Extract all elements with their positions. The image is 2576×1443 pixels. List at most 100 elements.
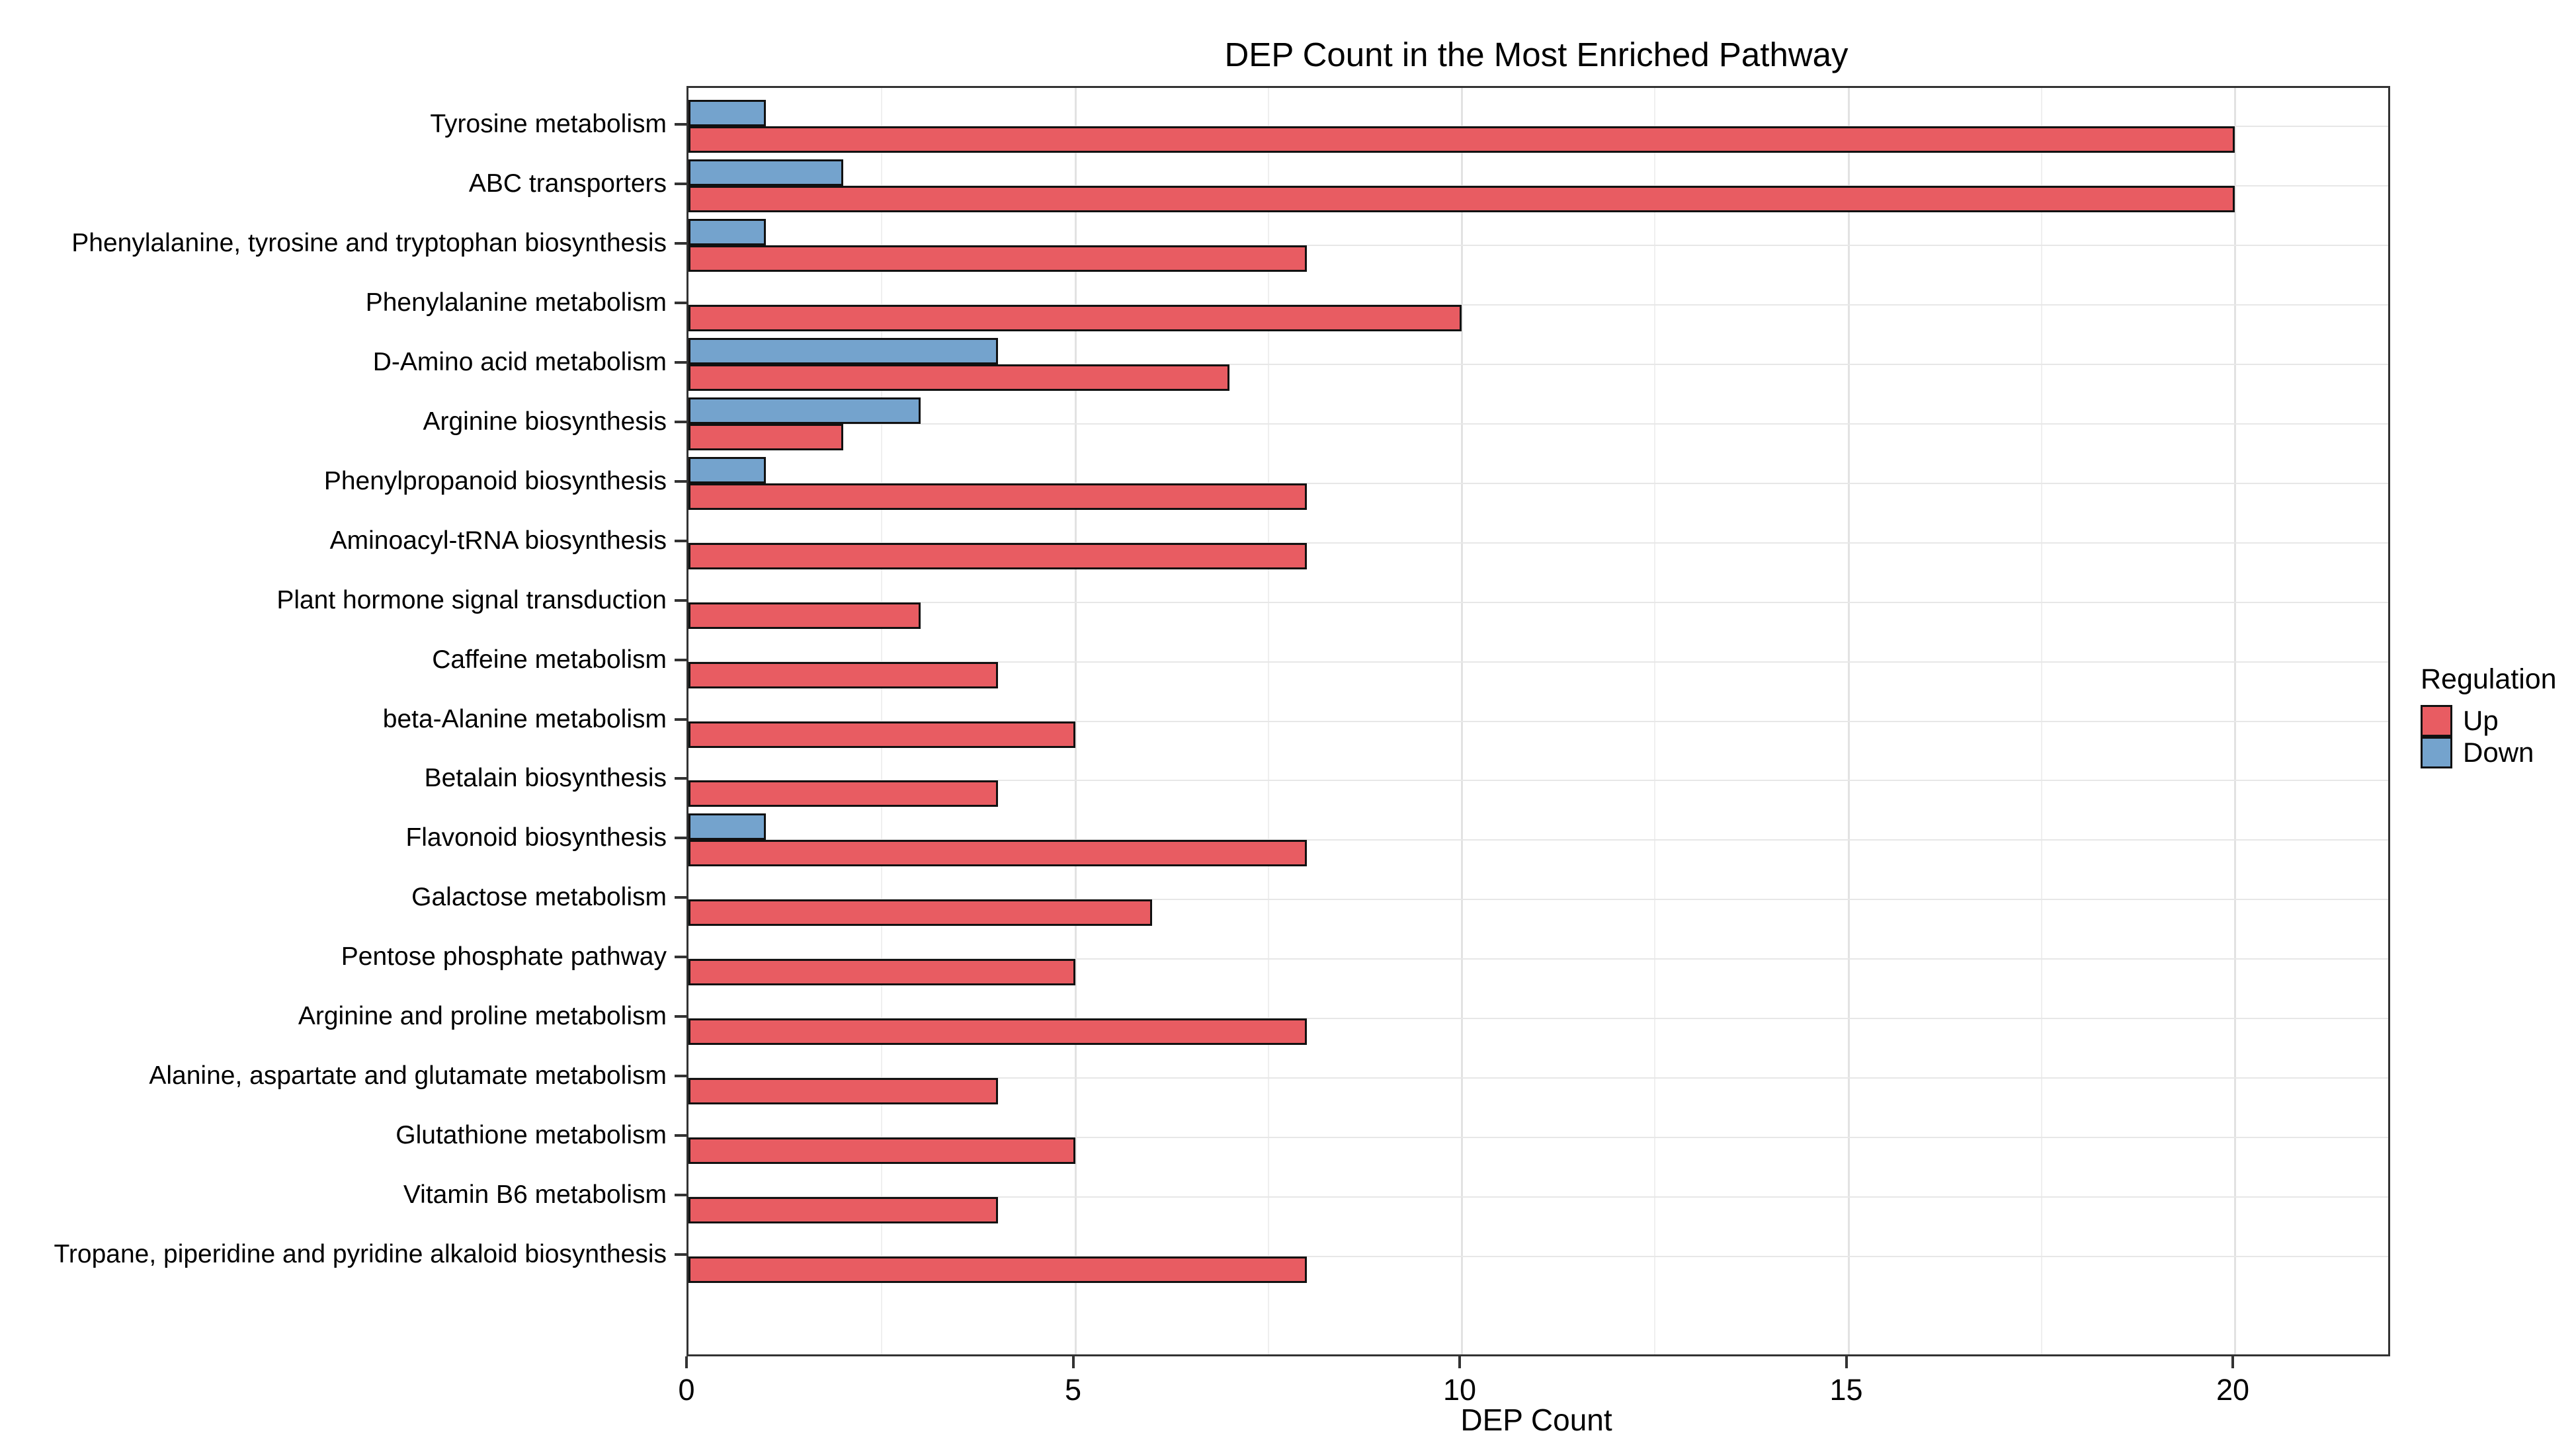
bar-up-19: [688, 1256, 1308, 1283]
y-tick-label-6: Phenylpropanoid biosynthesis: [323, 466, 667, 495]
y-gridline-7: [688, 542, 2388, 544]
bar-up-8: [688, 602, 921, 629]
bar-up-3: [688, 305, 1462, 332]
bar-up-17: [688, 1137, 1075, 1164]
bar-down-0: [688, 100, 766, 127]
x-tick-mark-10: [1458, 1356, 1461, 1368]
bar-up-15: [688, 1018, 1308, 1046]
x-tick-mark-5: [1071, 1356, 1075, 1368]
y-tick-mark-3: [675, 302, 686, 305]
legend-swatch-down: [2421, 737, 2452, 768]
y-gridline-14: [688, 958, 2388, 960]
bar-up-6: [688, 483, 1308, 510]
y-tick-label-11: Betalain biosynthesis: [424, 764, 667, 793]
bar-up-16: [688, 1077, 998, 1104]
y-tick-label-14: Pentose phosphate pathway: [341, 942, 667, 971]
y-gridline-11: [688, 780, 2388, 782]
legend-title: Regulation: [2421, 663, 2557, 695]
bar-up-4: [688, 364, 1230, 392]
legend-item-down: Down: [2421, 737, 2576, 768]
y-tick-label-18: Vitamin B6 metabolism: [403, 1180, 667, 1209]
y-tick-mark-17: [675, 1134, 686, 1137]
y-tick-label-15: Arginine and proline metabolism: [298, 1002, 667, 1031]
y-tick-label-8: Plant hormone signal transduction: [276, 585, 667, 614]
y-gridline-6: [688, 482, 2388, 484]
plot-title: DEP Count in the Most Enriched Pathway: [1224, 36, 1849, 73]
y-tick-label-7: Aminoacyl-tRNA biosynthesis: [329, 526, 667, 555]
y-tick-label-9: Caffeine metabolism: [432, 645, 667, 674]
y-tick-mark-1: [675, 183, 686, 186]
y-gridline-9: [688, 661, 2388, 663]
bar-up-12: [688, 840, 1308, 867]
legend-label-down: Down: [2463, 737, 2534, 768]
y-tick-label-5: Arginine biosynthesis: [423, 407, 667, 436]
y-gridline-10: [688, 720, 2388, 722]
y-tick-mark-8: [675, 598, 686, 602]
x-axis-title: DEP Count: [1460, 1403, 1612, 1437]
bar-up-5: [688, 423, 843, 450]
x-tick-mark-0: [685, 1356, 688, 1368]
y-gridline-12: [688, 839, 2388, 841]
y-tick-mark-6: [675, 479, 686, 483]
bar-up-2: [688, 245, 1308, 272]
y-gridline-17: [688, 1136, 2388, 1138]
y-tick-mark-0: [675, 123, 686, 126]
bar-up-9: [688, 661, 998, 688]
bar-down-5: [688, 397, 921, 424]
y-tick-label-16: Alanine, aspartate and glutamate metabol…: [149, 1061, 667, 1090]
y-gridline-3: [688, 304, 2388, 306]
y-gridline-16: [688, 1077, 2388, 1079]
legend-item-up: Up: [2421, 705, 2576, 737]
bar-down-1: [688, 159, 843, 186]
bar-down-2: [688, 219, 766, 246]
y-gridline-5: [688, 423, 2388, 425]
bar-down-6: [688, 456, 766, 483]
y-gridline-19: [688, 1255, 2388, 1257]
y-gridline-4: [688, 364, 2388, 366]
y-tick-mark-5: [675, 420, 686, 423]
y-tick-mark-12: [675, 837, 686, 840]
y-gridline-2: [688, 245, 2388, 247]
y-tick-label-13: Galactose metabolism: [411, 883, 667, 912]
y-tick-mark-4: [675, 361, 686, 364]
x-tick-label-0: 0: [678, 1373, 695, 1407]
y-tick-label-10: beta-Alanine metabolism: [382, 704, 667, 733]
y-tick-mark-11: [675, 777, 686, 780]
legend-label-up: Up: [2463, 705, 2499, 736]
y-tick-label-1: ABC transporters: [468, 169, 667, 198]
x-tick-mark-20: [2231, 1356, 2234, 1368]
y-tick-label-12: Flavonoid biosynthesis: [405, 823, 667, 852]
y-tick-mark-9: [675, 658, 686, 661]
y-tick-mark-15: [675, 1015, 686, 1018]
y-tick-mark-16: [675, 1074, 686, 1077]
bar-up-18: [688, 1196, 998, 1223]
y-tick-mark-18: [675, 1193, 686, 1196]
bar-up-10: [688, 721, 1075, 748]
y-tick-mark-14: [675, 956, 686, 959]
legend-swatch-up: [2421, 705, 2452, 737]
bar-up-13: [688, 899, 1153, 927]
y-gridline-13: [688, 899, 2388, 901]
y-gridline-15: [688, 1018, 2388, 1020]
bar-up-1: [688, 186, 2235, 213]
y-tick-mark-7: [675, 539, 686, 542]
bar-down-4: [688, 338, 998, 365]
y-tick-mark-19: [675, 1253, 686, 1256]
bar-down-12: [688, 813, 766, 841]
bar-up-7: [688, 542, 1308, 569]
y-tick-label-0: Tyrosine metabolism: [430, 110, 667, 139]
y-tick-label-4: D-Amino acid metabolism: [372, 348, 667, 377]
y-tick-label-3: Phenylalanine metabolism: [365, 288, 667, 317]
bar-up-0: [688, 126, 2235, 153]
y-gridline-18: [688, 1196, 2388, 1198]
x-tick-label-10: 10: [1442, 1373, 1477, 1407]
plot-panel: [686, 86, 2390, 1356]
x-tick-label-15: 15: [1829, 1373, 1863, 1407]
x-tick-label-20: 20: [2216, 1373, 2250, 1407]
bar-up-14: [688, 959, 1075, 986]
y-tick-mark-13: [675, 896, 686, 899]
y-tick-label-17: Glutathione metabolism: [395, 1120, 667, 1149]
y-tick-label-19: Tropane, piperidine and pyridine alkaloi…: [54, 1239, 667, 1268]
bar-up-11: [688, 780, 998, 807]
